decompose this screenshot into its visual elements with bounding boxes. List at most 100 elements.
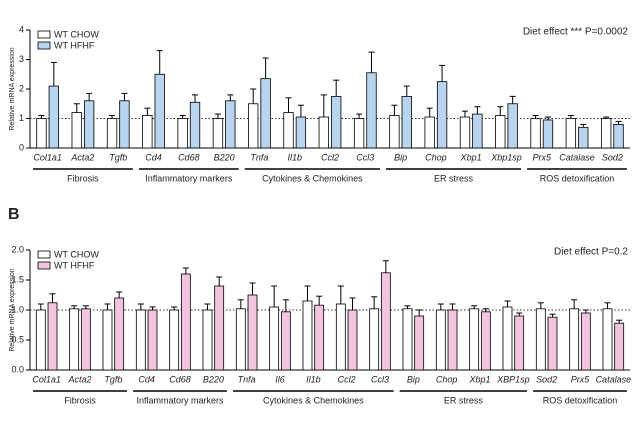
bar (269, 306, 280, 371)
x-tick-label: XBP1sp (496, 374, 530, 384)
x-tick-label: Catalase (559, 152, 595, 162)
bar (335, 303, 346, 371)
bar (369, 308, 380, 371)
bar (600, 118, 612, 149)
y-tick-label: 0 (19, 142, 24, 152)
bar (602, 308, 613, 371)
x-tick-label: Tgfb (109, 152, 127, 162)
bar (530, 118, 541, 149)
bar (613, 124, 624, 149)
bar (565, 118, 577, 149)
bar (142, 115, 153, 149)
y-tick-label: 0.0 (11, 364, 24, 374)
legend-label: WT HFHF (54, 260, 95, 270)
bar (177, 118, 188, 149)
x-tick-label: B220 (203, 374, 224, 384)
bar (547, 316, 558, 371)
annotation: Diet effect P=0.2 (554, 247, 628, 258)
x-tick-label: Bip (407, 374, 420, 384)
bar (347, 309, 358, 371)
y-tick-label: 2 (19, 83, 24, 93)
bar (69, 308, 80, 371)
x-tick-label: Xbp1 (460, 152, 482, 162)
bar (353, 118, 365, 149)
bar (578, 126, 589, 149)
x-tick-label: Cd68 (178, 152, 200, 162)
group-label: Fibrosis (67, 173, 99, 183)
bar (189, 101, 201, 149)
x-tick-label: Bip (394, 152, 407, 162)
bar (480, 311, 491, 371)
x-tick-label: Ccl3 (356, 152, 374, 162)
y-tick-label: 3 (19, 54, 24, 64)
annotation: Diet effect *** P=0.0002 (523, 27, 629, 38)
x-tick-label: Il1b (287, 152, 302, 162)
bar (469, 308, 480, 371)
legend-swatch (37, 30, 51, 39)
x-tick-label: Chop (436, 374, 458, 384)
x-tick-label: Col1a1 (33, 152, 62, 162)
bar (580, 312, 591, 371)
x-tick-label: Sod2 (602, 152, 623, 162)
bar (435, 309, 446, 371)
bar (569, 308, 580, 371)
x-tick-label: Acta2 (70, 152, 94, 162)
bar (414, 315, 425, 371)
x-tick-label: Ccl2 (338, 374, 356, 384)
legend-label: WT HFHF (54, 40, 95, 50)
group-label: ER stress (444, 395, 484, 405)
bar (542, 119, 554, 149)
bar (314, 304, 325, 371)
x-tick-label: Tnfa (250, 152, 268, 162)
bar (614, 322, 625, 371)
bar (80, 308, 91, 371)
x-tick-label: Il6 (275, 374, 285, 384)
bar (366, 72, 377, 149)
x-tick-label: Prx5 (571, 374, 591, 384)
bar (83, 100, 95, 149)
x-tick-label: Xbp1 (468, 374, 490, 384)
bar (180, 273, 191, 371)
bar (212, 118, 224, 149)
y-tick-label: 4 (19, 24, 24, 34)
group-label: ER stress (434, 173, 474, 183)
group-label: Inflammatory markers (136, 395, 224, 405)
y-tick-label: 0.5 (11, 334, 24, 344)
bar (495, 115, 506, 149)
group-label: ROS detoxification (543, 395, 618, 405)
bar (436, 81, 448, 149)
legend-swatch (37, 261, 51, 270)
y-tick-label: 1 (19, 113, 24, 123)
bar (154, 73, 165, 149)
legend-swatch (37, 250, 51, 259)
bar (402, 308, 413, 371)
bar (35, 309, 46, 371)
bar (169, 309, 180, 371)
group-label: Cytokines & Chemokines (263, 395, 364, 405)
group-label: Fibrosis (64, 395, 96, 405)
bar (302, 300, 313, 371)
bar (283, 112, 294, 149)
bar (459, 116, 471, 149)
bar (447, 309, 458, 371)
x-tick-label: Xbp1sp (490, 152, 522, 162)
bar (48, 85, 60, 149)
bar (71, 112, 82, 149)
x-tick-label: Ccl3 (371, 374, 389, 384)
bar (331, 95, 342, 149)
bar (119, 100, 130, 149)
bar (472, 113, 483, 149)
y-axis-label: Relative mRNA expression (9, 268, 16, 351)
bar (106, 118, 118, 149)
group-label: Cytokines & Chemokines (262, 173, 363, 183)
bar (102, 309, 113, 371)
y-tick-label: 2.0 (11, 244, 24, 254)
bar (147, 309, 158, 371)
bar (135, 309, 146, 371)
x-tick-label: Prx5 (533, 152, 553, 162)
panel-label: B (8, 206, 20, 223)
bar (247, 294, 258, 371)
bar (318, 116, 329, 149)
x-tick-label: Il1b (306, 374, 321, 384)
bar (389, 115, 400, 149)
